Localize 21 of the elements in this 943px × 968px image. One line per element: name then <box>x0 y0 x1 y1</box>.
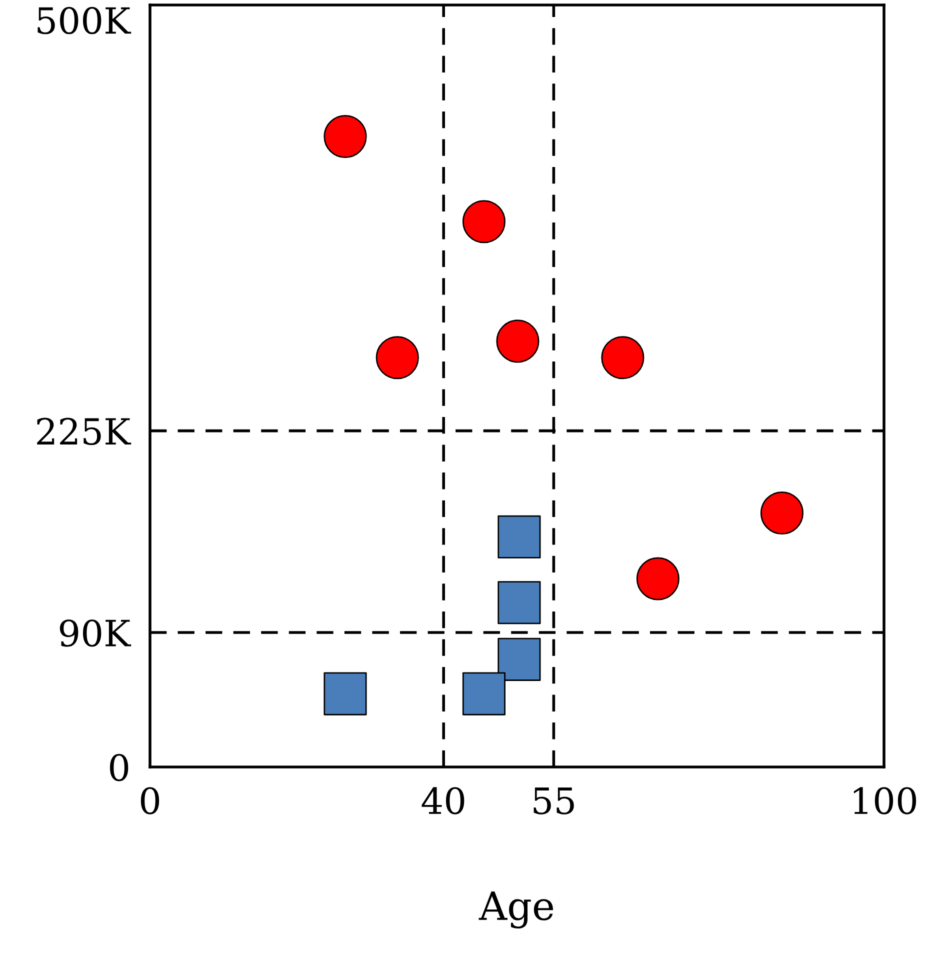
point <box>462 672 506 716</box>
point <box>498 638 541 681</box>
y-tick-label: 500K <box>38 6 132 34</box>
point <box>760 491 804 535</box>
point <box>324 672 367 716</box>
point <box>324 114 367 158</box>
x-tick-label: 40 <box>422 787 464 814</box>
point <box>636 557 680 600</box>
x-tick-label: 0 <box>140 787 160 814</box>
point <box>601 336 644 380</box>
x-axis-title: Age <box>478 891 554 928</box>
point <box>496 320 540 363</box>
point <box>376 336 419 380</box>
point <box>462 200 506 244</box>
point <box>498 515 541 558</box>
y-tick-label: 90K <box>60 619 132 647</box>
y-tick-label: 225K <box>37 418 132 446</box>
x-tick-label: 100 <box>854 787 916 814</box>
point <box>498 581 541 624</box>
y-tick-label: 0 <box>110 754 128 782</box>
x-tick-label: 55 <box>534 788 574 814</box>
